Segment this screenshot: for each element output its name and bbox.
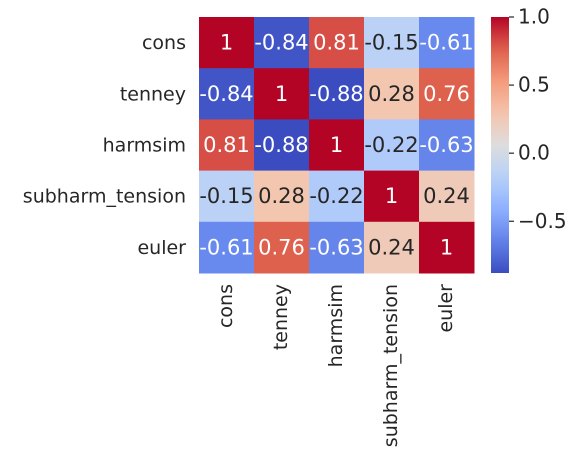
x-tick-label: tenney	[270, 284, 292, 350]
cell-annotation: 0.24	[423, 184, 470, 208]
y-tick-label: subharm_tension	[23, 186, 186, 208]
y-tick-label: harmsim	[103, 135, 186, 157]
heatmap-cell	[199, 68, 255, 120]
heatmap-cell	[199, 119, 255, 172]
x-tick-label: harmsim	[325, 284, 347, 367]
heatmap-cell	[364, 170, 420, 223]
heatmap-cell	[199, 221, 255, 274]
cell-annotation: 0.76	[258, 235, 305, 259]
colorbar-tick-label: −0.5	[518, 209, 567, 233]
heatmap-cell	[254, 119, 310, 172]
heatmap-cell	[364, 17, 420, 69]
cell-annotation: 1	[220, 31, 233, 55]
cell-annotation: 0.81	[203, 133, 250, 157]
colorbar-tick-label: 0.0	[518, 141, 550, 165]
heatmap-cell	[309, 119, 365, 172]
cell-annotation: -0.88	[254, 133, 308, 157]
colorbar: 1.0 0.5 0.0 −0.5	[491, 5, 567, 273]
heatmap-cell	[419, 17, 475, 69]
cell-annotation: -0.88	[309, 82, 363, 106]
cell-annotation: -0.63	[419, 133, 473, 157]
heatmap-cell	[309, 68, 365, 120]
cell-annotations: 1 -0.84 0.81 -0.15 -0.61-0.84 1 -0.88 0.28 0.760…	[199, 31, 473, 260]
cell-annotation: -0.22	[364, 133, 418, 157]
cell-annotation: 1	[330, 133, 343, 157]
heatmap-cell	[364, 68, 420, 120]
heatmap-cell	[254, 17, 310, 69]
y-tick-label: cons	[142, 32, 186, 54]
cell-annotation: -0.63	[309, 235, 363, 259]
heatmap-cell	[364, 221, 420, 274]
heatmap-cell	[254, 170, 310, 223]
cell-annotation: 0.76	[423, 82, 470, 106]
cell-annotation: 0.81	[313, 31, 360, 55]
cell-annotation: -0.61	[199, 235, 253, 259]
heatmap-cell	[254, 68, 310, 120]
heatmap-cell	[309, 17, 365, 69]
x-tick-labels: cons tenney harmsim subharm_tension euler	[215, 284, 457, 447]
heatmap-cells	[199, 17, 475, 274]
cell-annotation: 0.28	[368, 82, 415, 106]
heatmap-cell	[419, 170, 475, 223]
heatmap-cell	[419, 119, 475, 172]
heatmap-cell	[419, 68, 475, 120]
cell-annotation: 0.24	[368, 235, 415, 259]
colorbar-tick-label: 0.5	[518, 73, 550, 97]
cell-annotation: 1	[440, 235, 453, 259]
y-tick-label: tenney	[120, 83, 186, 105]
colorbar-ticks: 1.0 0.5 0.0 −0.5	[509, 5, 567, 233]
x-tick-label: cons	[215, 284, 237, 328]
heatmap-cell	[309, 170, 365, 223]
colorbar-tick-label: 1.0	[518, 5, 550, 29]
cell-annotation: -0.61	[419, 31, 473, 55]
cell-annotation: 1	[385, 184, 398, 208]
y-tick-label: euler	[137, 237, 186, 259]
heatmap-cell	[419, 221, 475, 274]
cell-annotation: -0.22	[309, 184, 363, 208]
cell-annotation: -0.15	[364, 31, 418, 55]
cell-annotation: -0.84	[254, 31, 308, 55]
heatmap-cell	[364, 119, 420, 172]
cell-annotation: -0.84	[199, 82, 253, 106]
x-tick-label: euler	[435, 284, 457, 333]
cell-annotation: 0.28	[258, 184, 305, 208]
cell-annotation: 1	[275, 82, 288, 106]
heatmap-cell	[309, 221, 365, 274]
heatmap-cell	[199, 17, 255, 69]
x-tick-label: subharm_tension	[380, 284, 402, 447]
colorbar-gradient	[491, 17, 509, 273]
heatmap-cell	[199, 170, 255, 223]
heatmap-cell	[254, 221, 310, 274]
cell-annotation: -0.15	[199, 184, 253, 208]
